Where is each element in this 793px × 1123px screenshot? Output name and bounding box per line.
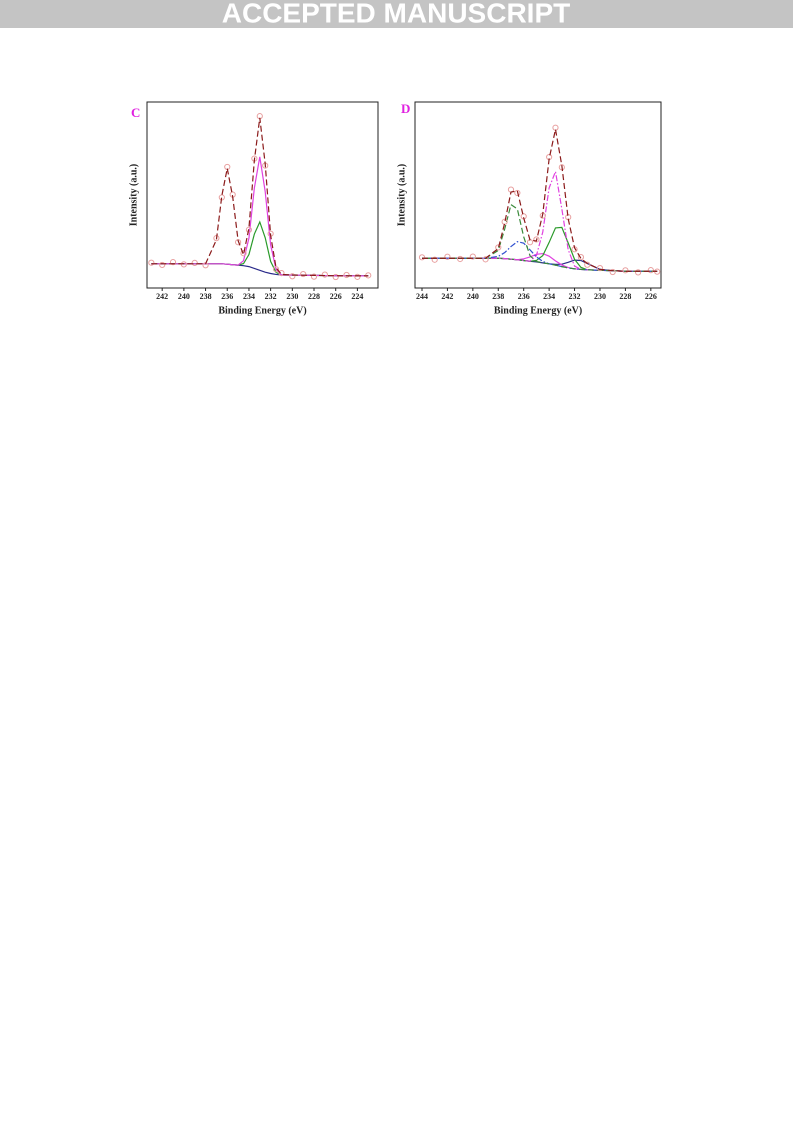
x-tick-label: 226: [330, 292, 342, 301]
data-point: [457, 255, 464, 263]
data-point: [234, 239, 242, 246]
data-point: [321, 271, 328, 278]
data-point: [444, 253, 451, 260]
data-point: [148, 259, 155, 266]
data-point: [240, 250, 247, 257]
fit-curve: [151, 117, 369, 277]
data-point: [514, 189, 521, 197]
data-point: [418, 254, 426, 261]
x-tick-label: 236: [221, 292, 233, 301]
data-point: [169, 259, 177, 266]
panel-label: C: [131, 105, 140, 120]
data-point: [635, 269, 642, 276]
plot-area: [418, 124, 661, 276]
x-tick-label: 240: [178, 292, 190, 301]
header-band: [0, 0, 793, 28]
x-tick-label: 234: [543, 292, 555, 301]
y-axis-label: Intensity (a.u.): [128, 164, 139, 227]
data-point: [647, 267, 654, 274]
x-tick-label: 242: [156, 292, 168, 301]
data-point: [191, 259, 198, 266]
x-tick-label: 226: [645, 292, 657, 301]
panel-label: D: [401, 101, 410, 116]
data-point: [289, 273, 296, 280]
data-point: [482, 256, 489, 263]
x-tick-label: 240: [467, 292, 479, 301]
data-point: [596, 264, 604, 272]
plot-frame: [146, 101, 379, 289]
x-axis-label: Binding Energy (eV): [218, 305, 306, 316]
x-tick-label: 232: [569, 292, 581, 301]
data-point: [332, 273, 339, 281]
data-point: [431, 256, 438, 263]
x-tick-label: 234: [243, 292, 255, 301]
fit-curve: [421, 129, 658, 272]
data-point: [245, 226, 253, 233]
y-axis-label: Intensity (a.u.): [396, 164, 407, 227]
data-point: [533, 236, 540, 243]
data-point: [609, 268, 616, 276]
x-tick-label: 242: [441, 292, 453, 301]
x-tick-label: 228: [619, 292, 631, 301]
data-point: [469, 253, 476, 260]
data-point: [495, 244, 502, 251]
data-point: [622, 267, 629, 274]
data-point: [272, 266, 280, 273]
x-tick-label: 244: [416, 292, 428, 301]
data-point: [584, 261, 591, 268]
data-point: [577, 254, 585, 261]
header-text: ACCEPTED MANUSCRIPT: [222, 0, 570, 28]
data-point: [278, 270, 285, 277]
data-point: [354, 273, 361, 280]
x-tick-label: 236: [518, 292, 530, 301]
x-tick-label: 238: [200, 292, 212, 301]
x-axis-label: Binding Energy (eV): [494, 305, 582, 316]
data-point: [343, 271, 350, 279]
plot-frame: [414, 101, 662, 289]
x-tick-label: 232: [265, 292, 277, 301]
data-point: [300, 270, 307, 278]
data-point: [310, 273, 318, 280]
x-tick-label: 228: [308, 292, 320, 301]
x-tick-label: 224: [351, 292, 363, 301]
x-tick-label: 238: [492, 292, 504, 301]
x-tick-label: 230: [594, 292, 606, 301]
plot-area: [148, 113, 372, 281]
x-tick-label: 230: [286, 292, 298, 301]
data-point: [159, 261, 166, 269]
